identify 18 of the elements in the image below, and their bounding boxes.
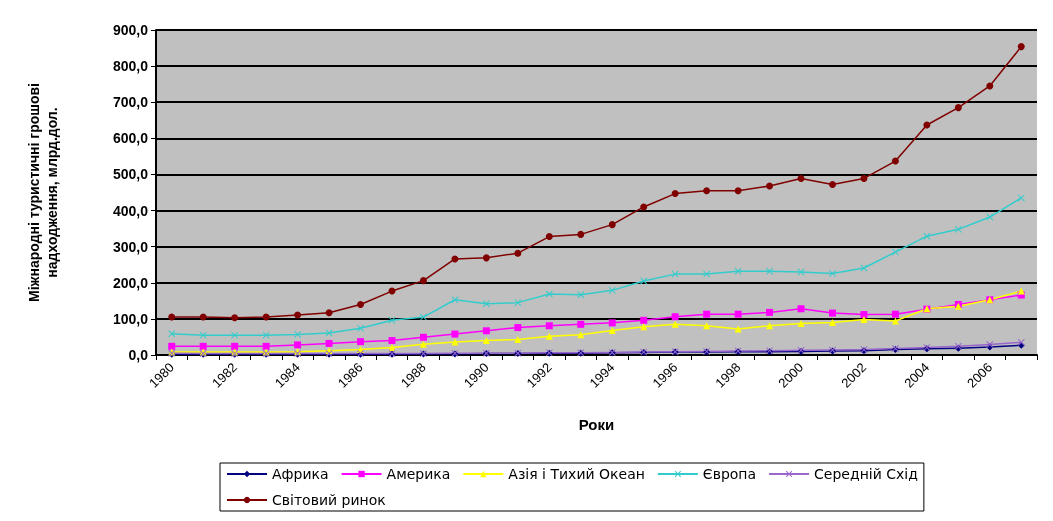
y-tick-label: 700,0 <box>112 94 149 111</box>
y-axis-title: Міжнародні туристичні грошові надходження, млрд.дол. <box>26 83 60 302</box>
y-tick-label: 200,0 <box>112 274 149 291</box>
legend-label: Африка <box>272 466 329 482</box>
y-tick-label: 300,0 <box>112 238 149 255</box>
y-tick-label: 600,0 <box>112 130 149 147</box>
legend-label: Європа <box>702 466 757 482</box>
y-tick-label: 0,0 <box>128 347 149 363</box>
y-tick-label: 400,0 <box>112 202 149 219</box>
legend-label: Середній Схід <box>814 466 918 482</box>
y-tick-label: 100,0 <box>112 310 149 327</box>
y-tick-label: 900,0 <box>112 22 149 38</box>
y-tick-label: 800,0 <box>112 58 149 75</box>
legend-label: Америка <box>386 466 451 482</box>
legend-label: Світовий ринок <box>272 492 386 508</box>
y-tick-label: 500,0 <box>112 166 149 183</box>
legend-label: Азія і Тихий Океан <box>508 466 645 482</box>
x-axis-title: Роки <box>578 416 615 433</box>
